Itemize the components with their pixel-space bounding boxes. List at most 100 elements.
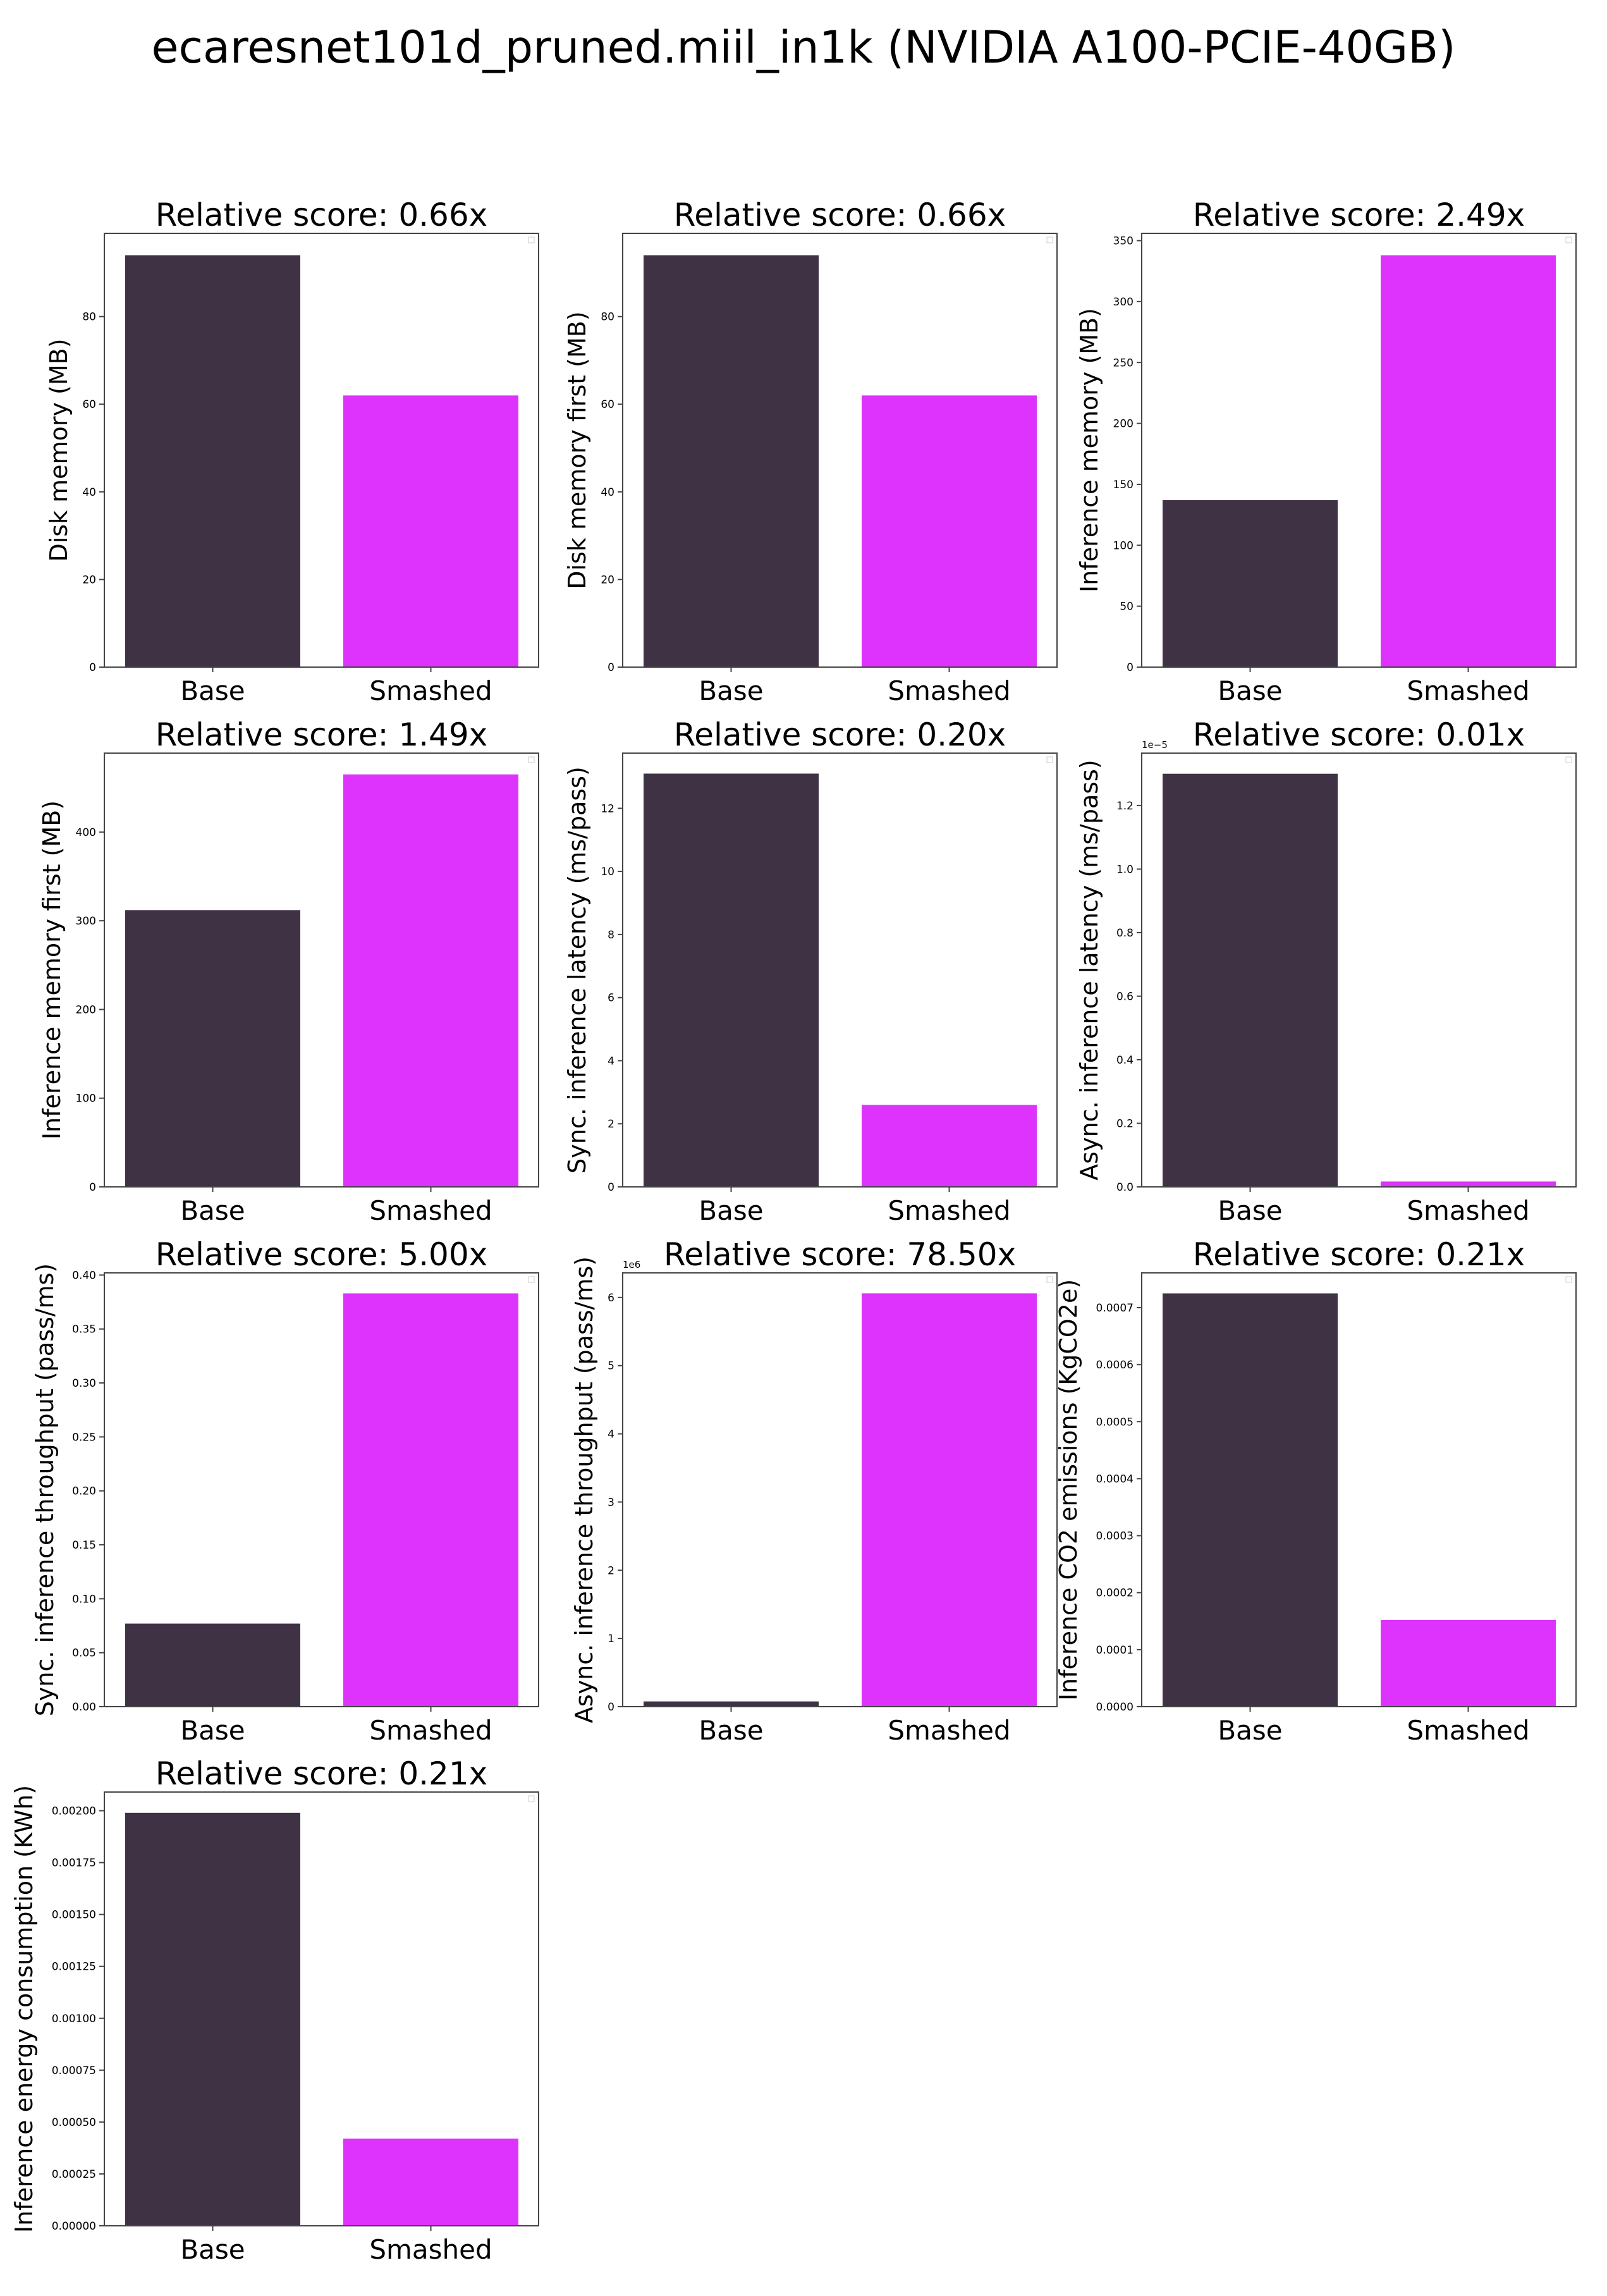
y-tick-label: 0.0006 [1096,1359,1133,1372]
bar-base [125,255,300,667]
chart-panel-6: 0.0 0.2 0.4 0.6 0.8 1.0 1.2 1e−5 Base Smashed Rela… [1075,716,1577,1226]
chart-panel-8: 0 1 2 3 4 5 6 1e6 Base Smashed Relative score: 78.… [570,1236,1058,1746]
y-offset-label: 1e−5 [1142,739,1168,751]
y-tick-label: 0.00200 [52,1805,96,1818]
y-tick-label: 0 [1127,661,1133,674]
bar-base [644,1701,819,1707]
axes-frame [1141,752,1577,1188]
x-tick-label: Smashed [888,1715,1010,1746]
bar-base [1163,1293,1338,1707]
bar-smashed [343,774,518,1187]
y-tick-label: 150 [1113,479,1133,491]
bar-base [125,910,300,1187]
y-tick-label: 0.20 [72,1485,96,1498]
y-tick-label: 80 [601,311,614,324]
y-tick-label: 100 [1113,539,1133,552]
y-tick-label: 0.0002 [1096,1587,1133,1600]
y-tick-label: 0.00125 [52,1961,96,1974]
y-tick-label: 1.0 [1116,863,1133,876]
y-tick-label: 0.0001 [1096,1644,1133,1657]
bar-smashed [862,1105,1037,1187]
y-tick-label: 0.00050 [52,2116,96,2129]
y-tick-label: 40 [601,486,614,499]
y-tick-label: 0.00100 [52,2013,96,2025]
y-tick-label: 6 [608,992,614,1005]
y-tick-label: 250 [1113,357,1133,369]
x-tick-label: Base [1218,675,1282,706]
chart-panel-2: 0 20 40 60 80 Base Smashed Relative score: 0.66… [563,197,1058,706]
y-tick-label: 300 [1113,296,1133,309]
chart-panel-10: 0.00000 0.00025 0.00050 0.00075 0.00100 0.001… [10,1755,539,2265]
y-tick-label: 0.0 [1116,1181,1133,1194]
x-tick-label: Base [699,1715,763,1746]
y-axis-label: Inference energy consumption (KWh) [10,1785,38,2233]
axes-frame [104,752,539,1188]
y-axis-label: Async. inference latency (ms/pass) [1075,759,1103,1180]
chart-panel-5: 0 2 4 6 8 10 12 Base Smashed Relative score: 0.20… [563,716,1058,1226]
y-tick-label: 0 [608,1701,614,1714]
x-tick-label: Smashed [888,675,1010,706]
chart-panel-9: 0.0000 0.0001 0.0002 0.0003 0.0004 0.0005 0.00… [1054,1236,1577,1746]
x-tick-label: Base [699,675,763,706]
legend-box [1565,236,1572,243]
y-tick-label: 3 [608,1496,614,1509]
legend-box [1565,1276,1572,1283]
x-tick-label: Smashed [1407,1715,1529,1746]
bar-smashed [862,1293,1037,1707]
y-tick-label: 6 [608,1292,614,1305]
y-tick-label: 0.05 [72,1647,96,1660]
y-axis-label: Sync. inference latency (ms/pass) [563,766,591,1174]
y-tick-label: 0.2 [1116,1117,1133,1130]
y-tick-label: 50 [1120,601,1133,613]
page-title: ecaresnet101d_pruned.miil_in1k (NVIDIA A… [151,21,1456,73]
chart-title: Relative score: 0.21x [1193,1236,1525,1273]
x-tick-label: Base [1218,1715,1282,1746]
chart-panel-4: 0 100 200 300 400 Base Smashed Relative score: … [38,716,539,1226]
chart-title: Relative score: 0.01x [1193,716,1525,753]
legend-box [528,756,535,763]
y-tick-label: 0.0000 [1096,1701,1133,1714]
y-tick-label: 60 [82,398,96,411]
bar-base [125,1812,300,2226]
y-tick-label: 20 [82,574,96,586]
y-axis-label: Inference memory (MB) [1075,308,1103,592]
x-tick-label: Base [699,1195,763,1226]
legend-box [1046,756,1053,763]
y-tick-label: 60 [601,398,614,411]
y-tick-label: 2 [608,1118,614,1131]
chart-title: Relative score: 0.66x [156,197,488,233]
y-tick-label: 8 [608,929,614,942]
y-tick-label: 10 [601,866,614,878]
y-tick-label: 80 [82,311,96,324]
y-tick-label: 100 [76,1093,96,1105]
y-tick-label: 1 [608,1633,614,1645]
y-axis-label: Inference CO2 emissions (KgCO2e) [1054,1279,1082,1700]
y-axis-label: Sync. inference throughput (pass/ms) [31,1263,59,1717]
axes-frame [622,752,1058,1188]
legend-box [1046,1276,1053,1283]
y-tick-label: 5 [608,1360,614,1373]
y-tick-label: 0.6 [1116,990,1133,1003]
y-tick-label: 0.00 [72,1701,96,1714]
bar-smashed [1381,1181,1556,1187]
x-tick-label: Base [1218,1195,1282,1226]
y-tick-label: 0.4 [1116,1054,1133,1067]
y-axis-label: Disk memory (MB) [45,338,73,562]
y-tick-label: 0 [608,1181,614,1194]
y-tick-label: 0.40 [72,1269,96,1282]
y-tick-label: 0.15 [72,1539,96,1552]
y-tick-label: 0.00025 [52,2168,96,2181]
legend-box [528,1276,535,1283]
bar-smashed [1381,255,1556,667]
x-tick-label: Smashed [1407,1195,1529,1226]
y-tick-label: 0.30 [72,1377,96,1390]
y-tick-label: 350 [1113,235,1133,248]
y-tick-label: 400 [76,826,96,839]
chart-title: Relative score: 78.50x [664,1236,1016,1273]
axes-frame [104,233,539,668]
chart-title: Relative score: 0.20x [674,716,1006,753]
y-tick-label: 0.10 [72,1593,96,1605]
bar-base [644,773,819,1187]
chart-title: Relative score: 2.49x [1193,197,1525,233]
axes-frame [1141,233,1577,668]
